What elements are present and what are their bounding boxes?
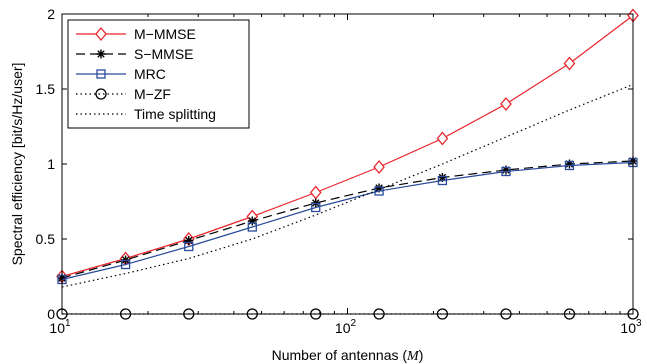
- data-point: [311, 202, 321, 213]
- y-tick-label: 2: [47, 6, 55, 22]
- legend-marker: [95, 26, 107, 42]
- data-point: [309, 185, 322, 200]
- data-point: [564, 160, 575, 171]
- data-point: [437, 173, 447, 182]
- series-4: [61, 83, 634, 288]
- legend-item: S−MMSE: [76, 46, 194, 62]
- data-point: [184, 241, 194, 252]
- legend-label: Time splitting: [134, 106, 216, 122]
- legend-marker: [96, 69, 106, 79]
- series-line: [61, 161, 634, 281]
- x-tick-label-base: 10: [335, 320, 351, 336]
- x-tick-label-exponent: 3: [636, 318, 642, 329]
- legend-label: M−MMSE: [134, 26, 196, 42]
- data-point: [501, 165, 511, 175]
- legend-marker: [96, 49, 106, 59]
- x-tick-label: 103: [620, 318, 642, 336]
- x-tick-label-exponent: 2: [351, 318, 357, 329]
- series-1: [57, 156, 638, 283]
- series-line: [61, 160, 634, 279]
- y-tick-label: 0: [47, 306, 55, 322]
- y-tick-label: 1.5: [36, 81, 56, 97]
- legend-item: M−ZF: [76, 86, 171, 102]
- legend-item: MRC: [76, 66, 166, 82]
- x-axis-label-end: ): [419, 347, 424, 363]
- legend-label: MRC: [134, 66, 166, 82]
- series-line: [61, 15, 634, 278]
- x-axis: 101 102 103: [49, 14, 642, 336]
- legend-item: Time splitting: [76, 106, 216, 122]
- x-tick-label-base: 10: [620, 320, 636, 336]
- data-point: [373, 159, 385, 175]
- y-axis-label: Spectral efficiency [bit/s/Hz/user]: [9, 63, 25, 266]
- data-point: [437, 175, 448, 186]
- legend-marker: [95, 88, 107, 100]
- data-point: [247, 216, 257, 226]
- legend: M−MMSE S−MMSE MRC M−ZF Time splitting: [67, 19, 250, 129]
- x-axis-label-text: Number of antennas (: [272, 347, 408, 363]
- legend-item: M−MMSE: [76, 26, 196, 42]
- x-axis-label-variable: M: [406, 349, 420, 364]
- data-point: [247, 222, 257, 232]
- x-tick-label: 102: [335, 318, 357, 336]
- data-point: [184, 236, 194, 245]
- data-point: [501, 166, 511, 177]
- x-axis-label: Number of antennas (M): [272, 347, 424, 364]
- x-tick-label-base: 10: [49, 320, 65, 336]
- data-point: [374, 186, 384, 196]
- series-2: [57, 157, 638, 285]
- y-axis: 0 0.5 1 1.5 2: [36, 6, 633, 322]
- y-tick-label: 0.5: [36, 231, 56, 247]
- x-tick-label-exponent: 1: [65, 318, 71, 329]
- y-tick-label: 1: [47, 156, 55, 172]
- legend-label: S−MMSE: [134, 46, 194, 62]
- x-tick-label: 101: [49, 318, 71, 336]
- data-point: [563, 56, 576, 71]
- data-point: [120, 259, 131, 270]
- legend-label: M−ZF: [134, 86, 171, 102]
- data-point: [436, 131, 449, 146]
- data-point: [500, 96, 512, 112]
- data-point: [374, 183, 384, 193]
- series-line: [61, 83, 634, 288]
- data-point: [564, 159, 574, 169]
